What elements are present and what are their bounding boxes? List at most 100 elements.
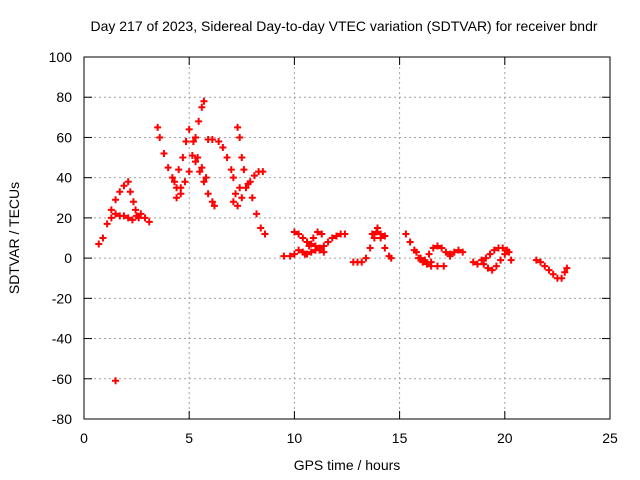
x-tick-label: 20 xyxy=(497,430,513,446)
data-point xyxy=(473,260,481,268)
data-point xyxy=(425,250,433,258)
grid-lines xyxy=(84,57,610,419)
data-point xyxy=(156,133,164,141)
data-point xyxy=(307,248,315,256)
data-point xyxy=(314,228,322,236)
data-point xyxy=(440,262,448,270)
data-point xyxy=(124,178,132,186)
data-point xyxy=(324,238,332,246)
data-point xyxy=(227,166,235,174)
data-point xyxy=(120,212,128,220)
data-point xyxy=(210,202,218,210)
data-point xyxy=(316,246,324,254)
y-tick-label: 100 xyxy=(49,49,73,65)
data-point xyxy=(229,174,237,182)
y-tick-label: 60 xyxy=(56,129,72,145)
data-point xyxy=(160,150,168,158)
data-point xyxy=(532,256,540,264)
y-tick-label: 0 xyxy=(64,250,72,266)
data-point xyxy=(459,248,467,256)
y-tick-label: 80 xyxy=(56,89,72,105)
y-tick-label: 40 xyxy=(56,170,72,186)
data-point xyxy=(173,194,181,202)
data-point xyxy=(112,196,120,204)
data-point xyxy=(541,262,549,270)
data-point xyxy=(412,248,420,256)
data-point xyxy=(124,214,132,222)
data-point xyxy=(185,125,193,133)
y-tick-label: -20 xyxy=(52,290,72,306)
data-point xyxy=(250,172,258,180)
data-point xyxy=(497,256,505,264)
data-point xyxy=(188,152,196,160)
data-point xyxy=(164,164,172,172)
data-point xyxy=(438,244,446,252)
x-tick-label: 25 xyxy=(602,430,618,446)
x-axis-label: GPS time / hours xyxy=(294,457,401,473)
data-point xyxy=(112,210,120,218)
data-point xyxy=(295,246,303,254)
data-point xyxy=(238,154,246,162)
data-point xyxy=(179,154,187,162)
x-tick-label: 5 xyxy=(185,430,193,446)
data-point xyxy=(177,190,185,198)
data-point xyxy=(328,234,336,242)
data-point xyxy=(501,250,509,258)
data-point xyxy=(423,260,431,268)
data-point xyxy=(537,258,545,266)
y-tick-label: 20 xyxy=(56,210,72,226)
x-tick-label: 10 xyxy=(287,430,303,446)
data-point xyxy=(368,230,376,238)
data-point xyxy=(370,234,378,242)
data-point xyxy=(482,254,490,262)
data-point xyxy=(99,234,107,242)
data-point xyxy=(362,254,370,262)
data-point xyxy=(433,242,441,250)
data-point xyxy=(387,254,395,262)
data-point xyxy=(429,244,437,252)
data-point xyxy=(107,206,115,214)
x-tick-label: 15 xyxy=(392,430,408,446)
data-point xyxy=(95,240,103,248)
data-point xyxy=(558,274,566,282)
data-point xyxy=(358,258,366,266)
data-point xyxy=(309,234,317,242)
data-point xyxy=(295,230,303,238)
data-point xyxy=(299,234,307,242)
data-point xyxy=(219,144,227,151)
data-point xyxy=(198,103,206,111)
data-point xyxy=(229,198,237,206)
data-point xyxy=(231,190,239,198)
data-point xyxy=(259,168,267,176)
data-point xyxy=(215,137,223,145)
data-point xyxy=(480,260,488,268)
data-point xyxy=(303,238,311,246)
data-point xyxy=(488,266,496,274)
data-point xyxy=(189,137,197,145)
data-point xyxy=(126,188,134,196)
data-point xyxy=(341,230,349,238)
data-point xyxy=(427,258,435,266)
data-point xyxy=(486,250,494,258)
data-point xyxy=(505,248,513,256)
data-point xyxy=(200,178,208,186)
data-point xyxy=(196,168,204,176)
data-point xyxy=(305,242,313,250)
data-point xyxy=(236,133,244,141)
data-point xyxy=(177,184,185,192)
data-point xyxy=(200,97,208,105)
data-point xyxy=(133,212,141,220)
data-point xyxy=(374,224,382,232)
data-point xyxy=(107,214,115,222)
data-point xyxy=(311,242,319,250)
data-point xyxy=(478,256,486,264)
data-point xyxy=(253,210,261,218)
data-point xyxy=(112,377,120,385)
data-point xyxy=(372,228,380,236)
data-point xyxy=(194,154,202,162)
y-tick-label: -40 xyxy=(52,331,72,347)
data-point xyxy=(202,174,210,182)
data-point xyxy=(240,166,248,174)
data-point xyxy=(242,184,250,192)
